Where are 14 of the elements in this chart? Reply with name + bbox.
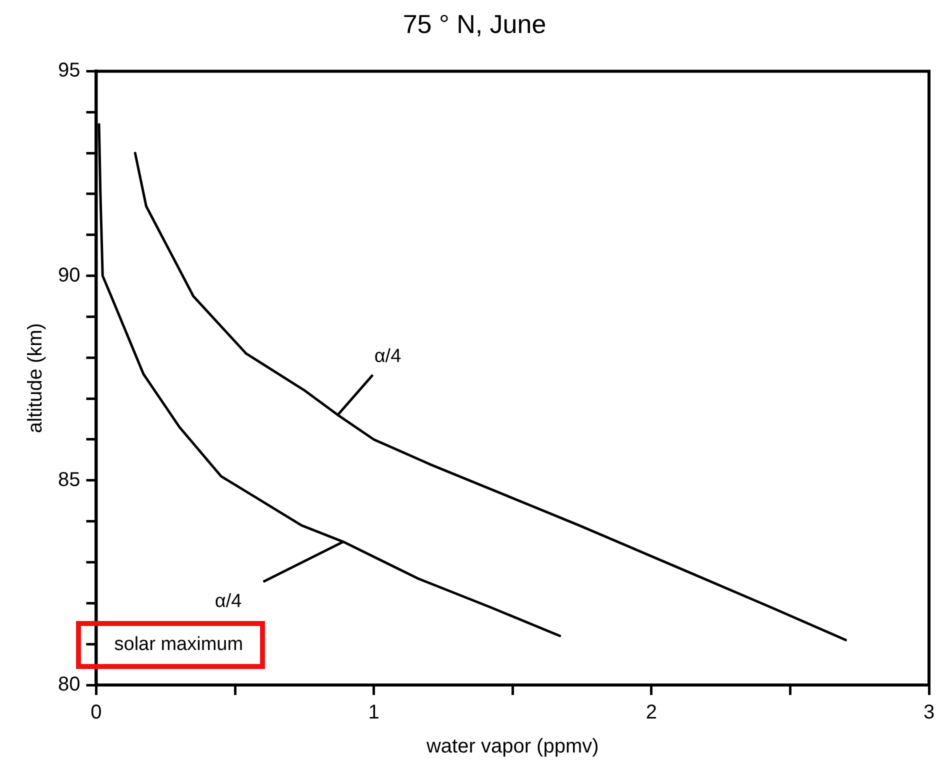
x-tick-label: 2 (646, 702, 657, 724)
y-tick-label: 80 (58, 674, 80, 696)
annotation: α/4 (374, 346, 402, 368)
chart-title: 75 ° N, June (402, 8, 546, 39)
x-tick-label: 3 (923, 702, 935, 724)
y-axis-title: altitude (km) (24, 323, 47, 434)
annotation: solar maximum (114, 634, 244, 656)
y-tick-label: 90 (58, 264, 80, 286)
annotation: α/4 (214, 591, 242, 612)
x-tick-label: 1 (368, 702, 380, 724)
y-tick-label: 95 (58, 60, 80, 82)
x-axis-title: water vapor (ppmv) (425, 736, 599, 758)
x-tick-label: 0 (90, 702, 102, 724)
y-tick-label: 85 (58, 468, 80, 491)
